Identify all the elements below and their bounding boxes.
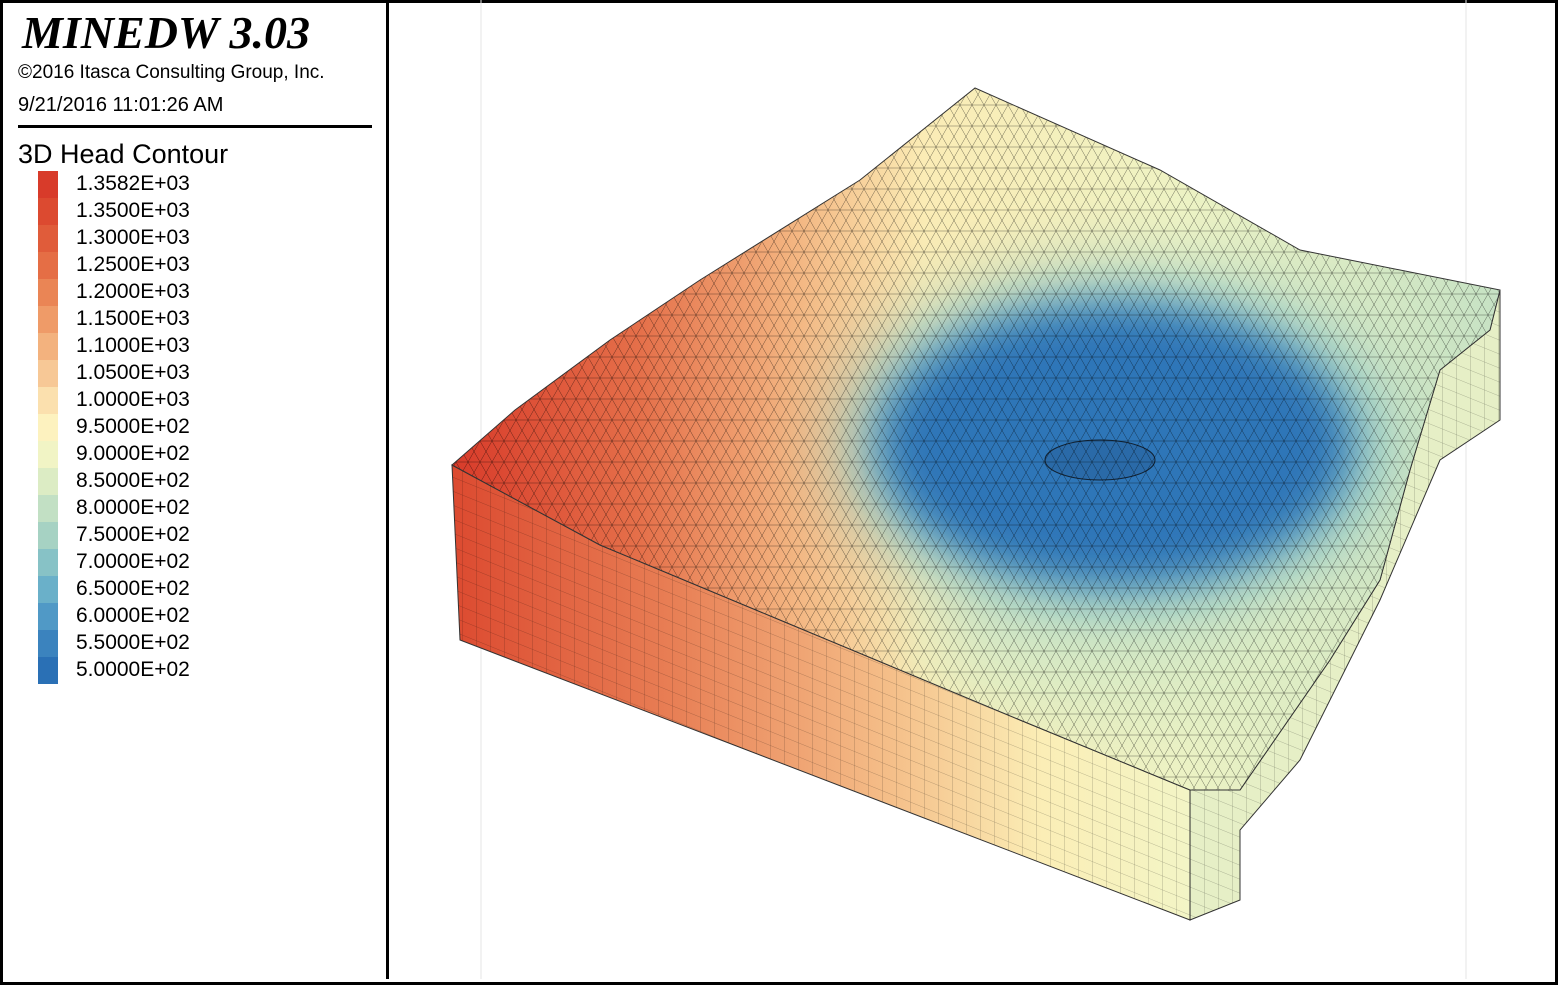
legend-swatch xyxy=(38,414,58,441)
copyright: ©2016 Itasca Consulting Group, Inc. xyxy=(18,62,325,83)
legend-label: 8.0000E+02 xyxy=(76,496,190,519)
legend-label: 1.3000E+03 xyxy=(76,226,190,249)
timestamp: 9/21/2016 11:01:26 AM xyxy=(18,94,224,116)
legend-swatch xyxy=(38,306,58,333)
legend-label: 9.0000E+02 xyxy=(76,442,190,465)
legend-label: 1.0000E+03 xyxy=(76,388,190,411)
app-title: MINEDW 3.03 xyxy=(22,7,310,58)
right-mesh xyxy=(1190,290,1500,920)
front-mesh xyxy=(452,465,1190,920)
legend-swatch xyxy=(38,333,58,360)
legend-swatch xyxy=(38,198,58,225)
legend-swatch xyxy=(38,576,58,603)
divider xyxy=(18,125,372,128)
legend-label: 1.1000E+03 xyxy=(76,334,190,357)
legend-label: 5.5000E+02 xyxy=(76,631,190,654)
legend-swatch xyxy=(38,468,58,495)
legend-swatch xyxy=(38,522,58,549)
legend-label: 1.2000E+03 xyxy=(76,280,190,303)
legend-label: 5.0000E+02 xyxy=(76,658,190,681)
legend-swatch xyxy=(38,657,58,684)
legend-label: 7.5000E+02 xyxy=(76,523,190,546)
legend-label: 6.0000E+02 xyxy=(76,604,190,627)
model-view xyxy=(451,0,1501,979)
legend-label: 1.3500E+03 xyxy=(76,199,190,222)
legend-swatch xyxy=(38,630,58,657)
legend-label: 8.5000E+02 xyxy=(76,469,190,492)
legend-label: 9.5000E+02 xyxy=(76,415,190,438)
legend-swatch xyxy=(38,549,58,576)
legend-label: 1.1500E+03 xyxy=(76,307,190,330)
legend-label: 6.5000E+02 xyxy=(76,577,190,600)
legend-swatch xyxy=(38,495,58,522)
legend-label: 7.0000E+02 xyxy=(76,550,190,573)
legend-swatch xyxy=(38,441,58,468)
legend-swatch xyxy=(38,171,58,198)
legend-title: 3D Head Contour xyxy=(18,139,229,169)
legend-panel: MINEDW 3.03 ©2016 Itasca Consulting Grou… xyxy=(0,0,389,979)
legend-swatch xyxy=(38,225,58,252)
legend-label: 1.0500E+03 xyxy=(76,361,190,384)
legend-label: 1.2500E+03 xyxy=(76,253,190,276)
legend-swatch xyxy=(38,387,58,414)
legend-swatch xyxy=(38,603,58,630)
legend-swatch xyxy=(38,279,58,306)
legend-swatch xyxy=(38,252,58,279)
legend-swatch xyxy=(38,360,58,387)
legend-label: 1.3582E+03 xyxy=(76,172,190,195)
